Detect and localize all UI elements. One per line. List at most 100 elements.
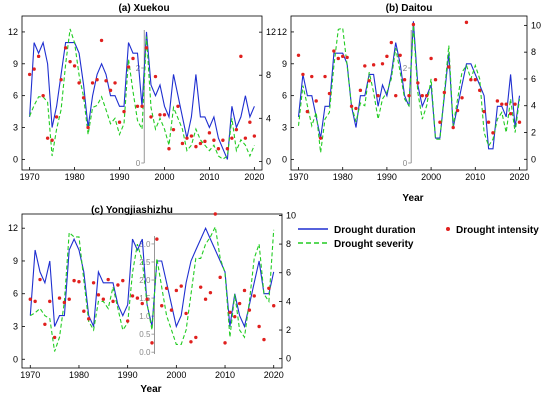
right-y-tick-label: 6 [286, 268, 291, 278]
intensity-point [349, 104, 354, 108]
intensity-point [314, 99, 318, 103]
right-y-tick-label: 8 [266, 70, 271, 80]
left-y-tick-label: 12 [277, 27, 287, 37]
intensity-point [267, 286, 271, 290]
panel-c-title: (c) Yongjiashizhu [91, 205, 173, 216]
intensity-point [91, 281, 96, 285]
x-tick-label: 2010 [465, 172, 485, 182]
intensity-point [72, 278, 76, 283]
intensity-point [116, 283, 120, 287]
intensity-point [318, 136, 323, 140]
intensity-point [486, 120, 491, 124]
intensity-point [233, 314, 237, 319]
intensity-point [198, 285, 203, 289]
intensity-point [189, 340, 193, 344]
intensity-point [38, 277, 42, 282]
left-y-tick-label: 9 [13, 59, 18, 69]
severity-line [29, 28, 255, 160]
intensity-point [216, 147, 221, 151]
left-y-tick-label: 12 [8, 223, 18, 233]
intensity-point [394, 93, 398, 98]
right-y-tick-label: 6 [531, 74, 536, 84]
intensity-point [72, 64, 77, 68]
plot-frame [21, 213, 283, 369]
intensity-point [230, 136, 234, 140]
x-tick-label: 1970 [20, 370, 40, 380]
panel-b-title: (b) Daitou [386, 3, 433, 14]
intensity-point [433, 78, 438, 82]
intensity-point [376, 93, 380, 98]
intensity-point [32, 67, 36, 71]
x-tick-label: 1970 [20, 172, 40, 182]
plot-frame [290, 15, 528, 171]
right-y-tick-label: 0 [266, 156, 271, 166]
intensity-point [180, 141, 185, 146]
x-tick-label: 1990 [377, 172, 397, 182]
intensity-point [158, 113, 162, 117]
intensity-point [86, 125, 90, 130]
intensity-point [420, 93, 424, 98]
intensity-point [203, 297, 208, 301]
intensity-point [473, 78, 477, 82]
intensity-point [491, 131, 495, 135]
x-tick-label: 1990 [110, 172, 130, 182]
intensity-point [52, 335, 57, 340]
intensity-point [469, 78, 473, 82]
intensity-point [125, 319, 130, 323]
intensity-point [517, 120, 522, 124]
intensity-point [176, 104, 180, 108]
intensity-point [194, 335, 198, 340]
intensity-point [62, 300, 67, 305]
intensity-point [122, 109, 126, 114]
right-y-tick-label: 0 [531, 154, 536, 164]
intensity-point [50, 138, 54, 142]
intensity-point [189, 134, 194, 138]
intensity-point [135, 296, 140, 300]
inset-tick-label: 0.0 [139, 348, 151, 357]
intensity-point [108, 88, 113, 93]
intensity-point [371, 63, 376, 67]
x-tick-label: 2000 [166, 370, 186, 380]
intensity-point [150, 341, 154, 345]
intensity-point [455, 108, 460, 113]
intensity-point [67, 297, 71, 301]
legend-intensity-label: Drought intensity [456, 225, 539, 236]
intensity-point [221, 138, 225, 142]
intensity-point [225, 147, 230, 151]
intensity-point [323, 74, 327, 79]
severity-line [297, 25, 521, 153]
x-tick-label: 2020 [509, 172, 529, 182]
panel-c-xlabel: Year [140, 384, 161, 395]
intensity-point [111, 299, 115, 304]
intensity-point [508, 112, 513, 116]
intensity-point [27, 72, 32, 77]
x-tick-label: 1970 [288, 172, 308, 182]
panel-a-title: (a) Xuekou [118, 3, 169, 14]
intensity-point [48, 299, 52, 304]
right-y-tick-label: 8 [286, 239, 291, 249]
intensity-point [460, 96, 464, 100]
intensity-point [63, 46, 68, 50]
panel-daitou: (b) Daitou Year 1970 1980 1990 2000 2010 2020… [277, 3, 541, 204]
intensity-point [82, 309, 86, 313]
left-y-tick-label: 9 [13, 256, 18, 266]
intensity-point [179, 284, 183, 288]
intensity-point [272, 304, 276, 308]
intensity-point [345, 55, 349, 60]
intensity-point [237, 301, 242, 306]
left-y-tick-label: 9 [282, 59, 287, 69]
intensity-point [380, 62, 385, 66]
left-y-tick-label: 6 [282, 91, 287, 101]
intensity-point [367, 79, 371, 83]
intensity-point [385, 54, 389, 59]
intensity-point [354, 106, 358, 111]
severity-line [30, 225, 275, 352]
intensity-point [87, 317, 91, 321]
intensity-point [77, 280, 81, 284]
intensity-point [171, 127, 176, 132]
left-y-tick-label: 3 [282, 123, 287, 133]
intensity-point [500, 102, 504, 106]
intensity-point [135, 104, 140, 108]
intensity-point [212, 138, 216, 142]
